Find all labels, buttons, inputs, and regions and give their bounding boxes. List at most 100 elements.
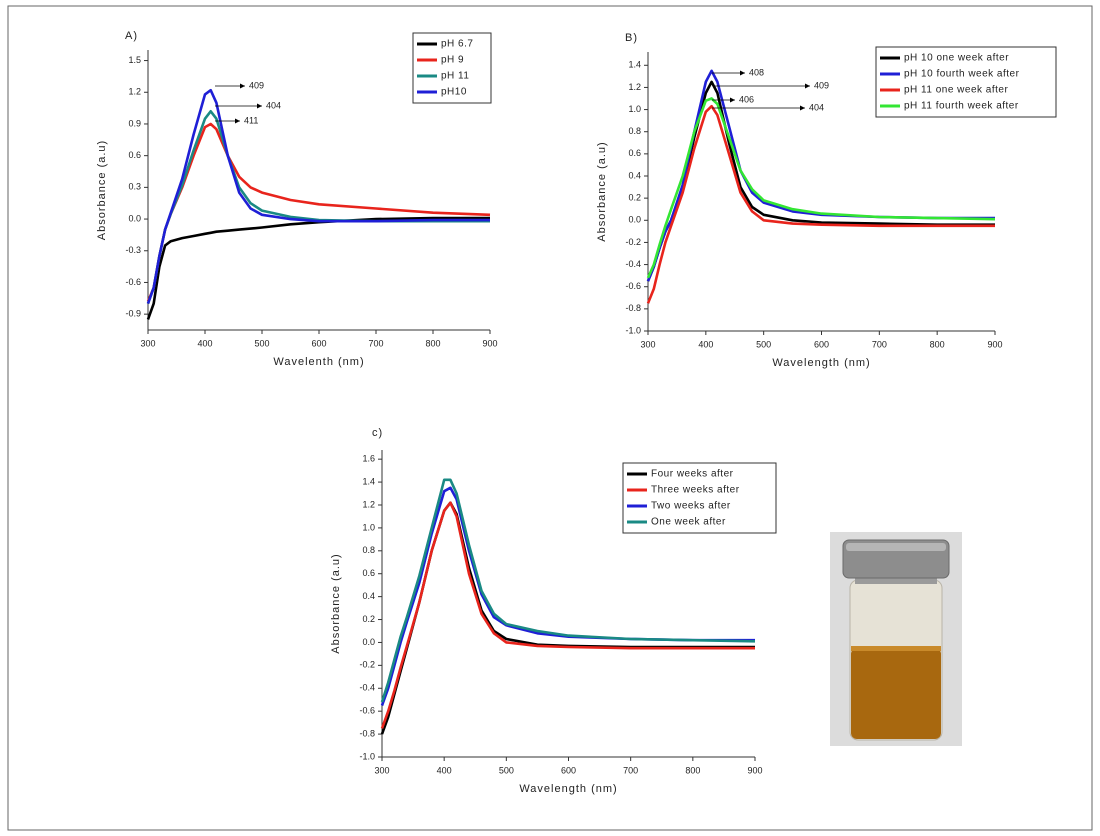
y-tick-label: 1.6	[362, 454, 375, 464]
y-tick-label: 1.2	[128, 87, 141, 97]
y-tick-label: 0.2	[628, 193, 641, 203]
chart: 1.5 1.2 0.9 0.6 0.3 0.0 -0.3 -0.6 -0.9 300 400 500 6…	[96, 30, 498, 368]
y-tick-label: -0.4	[359, 683, 375, 693]
y-tick-label: -0.6	[359, 706, 375, 716]
legend-label: pH 10 one week after	[904, 53, 1009, 64]
y-tick-label: 1.0	[362, 522, 375, 532]
y-axis-label: Absorbance (a.u)	[596, 141, 608, 241]
y-tick-label: -0.3	[125, 245, 141, 255]
annotation-arrowhead	[730, 97, 735, 103]
legend-label: pH 11 fourth week after	[904, 101, 1019, 112]
annotation-arrowhead	[235, 118, 240, 124]
y-tick-label: -0.9	[125, 309, 141, 319]
y-tick-label: -1.0	[359, 751, 375, 761]
x-tick-label: 600	[311, 338, 326, 348]
annotation: 409	[814, 80, 829, 90]
y-tick-label: 0.8	[362, 545, 375, 555]
annotation: 408	[749, 67, 764, 77]
x-tick-label: 800	[685, 765, 700, 775]
x-tick-label: 500	[756, 339, 771, 349]
legend-label: pH 6.7	[441, 39, 473, 50]
y-tick-label: -0.6	[625, 281, 641, 291]
y-tick-label: 1.2	[628, 82, 641, 92]
legend-label: pH 11 one week after	[904, 85, 1008, 96]
x-axis-label: Wavelength (nm)	[772, 357, 870, 369]
x-tick-label: 900	[747, 765, 762, 775]
legend-label: pH 10 fourth week after	[904, 69, 1020, 80]
y-tick-label: -0.2	[625, 237, 641, 247]
x-tick-label: 300	[140, 338, 155, 348]
y-tick-label: -0.6	[125, 277, 141, 287]
y-tick-label: 0.4	[628, 170, 641, 180]
legend-label: Four weeks after	[651, 469, 734, 480]
vial-photo	[830, 532, 962, 746]
x-tick-label: 900	[987, 339, 1002, 349]
annotation: 411	[244, 115, 258, 125]
legend-label: One week after	[651, 517, 726, 528]
legend-label: Two weeks after	[651, 501, 731, 512]
x-tick-label: 300	[640, 339, 655, 349]
y-tick-label: 0.6	[362, 568, 375, 578]
y-axis-label: Absorbance (a.u)	[96, 140, 108, 240]
series-line	[380, 501, 755, 729]
legend-box	[875, 46, 1057, 118]
x-tick-label: 600	[814, 339, 829, 349]
chart-title: A)	[125, 30, 138, 42]
chart: 1.6 1.4 1.2 1.0 0.8 0.6 0.4 0.2 0.0 -0.2 -0.4 -0.6 -…	[330, 427, 777, 795]
x-tick-label: 500	[254, 338, 269, 348]
y-tick-label: 0.0	[128, 213, 141, 223]
vial-liquid	[851, 648, 941, 739]
legend-label: pH 11	[441, 71, 469, 82]
annotation-arrowhead	[805, 83, 810, 89]
y-tick-label: -1.0	[625, 325, 641, 335]
x-tick-label: 400	[197, 338, 212, 348]
y-tick-label: 0.8	[628, 126, 641, 136]
y-tick-label: -0.8	[359, 728, 375, 738]
y-tick-label: 1.2	[362, 499, 375, 509]
x-axis-label: Wavelength (nm)	[519, 783, 617, 795]
y-tick-label: -0.8	[625, 303, 641, 313]
annotation-arrowhead	[740, 70, 745, 76]
cap-highlight	[846, 543, 946, 551]
x-tick-label: 500	[499, 765, 514, 775]
legend-label: pH 9	[441, 55, 464, 66]
y-tick-label: 1.4	[362, 476, 375, 486]
legend-box	[622, 462, 777, 534]
x-tick-label: 400	[437, 765, 452, 775]
x-tick-label: 400	[698, 339, 713, 349]
annotation: 409	[249, 80, 264, 90]
y-tick-label: 1.0	[628, 104, 641, 114]
x-tick-label: 800	[930, 339, 945, 349]
y-tick-label: 0.3	[128, 182, 141, 192]
x-tick-label: 700	[872, 339, 887, 349]
x-axis-label: Wavelenth (nm)	[273, 356, 364, 368]
x-tick-label: 900	[482, 338, 497, 348]
legend-label: pH10	[441, 87, 467, 98]
y-tick-label: 1.4	[628, 60, 641, 70]
series-line	[646, 97, 996, 279]
y-tick-label: -0.2	[359, 660, 375, 670]
annotation-arrowhead	[800, 105, 805, 111]
vial-neck	[855, 574, 937, 584]
x-tick-label: 600	[561, 765, 576, 775]
x-tick-label: 700	[368, 338, 383, 348]
chart-title: B)	[625, 32, 638, 44]
x-tick-label: 800	[425, 338, 440, 348]
series-line	[380, 478, 756, 703]
x-tick-label: 300	[374, 765, 389, 775]
chart: 1.4 1.2 1.0 0.8 0.6 0.4 0.2 0.0 -0.2 -0.4 -0.6 -0.8…	[596, 32, 1057, 369]
y-tick-label: 0.2	[362, 614, 375, 624]
y-tick-label: 1.5	[128, 55, 141, 65]
annotation: 404	[266, 100, 281, 110]
liquid-surface	[851, 646, 941, 651]
chart-title: c)	[372, 427, 383, 439]
annotation-arrowhead	[257, 103, 262, 109]
y-tick-label: 0.6	[128, 150, 141, 160]
legend-label: Three weeks after	[651, 485, 740, 496]
y-tick-label: 0.0	[362, 637, 375, 647]
y-tick-label: -0.4	[625, 259, 641, 269]
series-line	[646, 104, 995, 304]
y-tick-label: 0.9	[128, 118, 141, 128]
